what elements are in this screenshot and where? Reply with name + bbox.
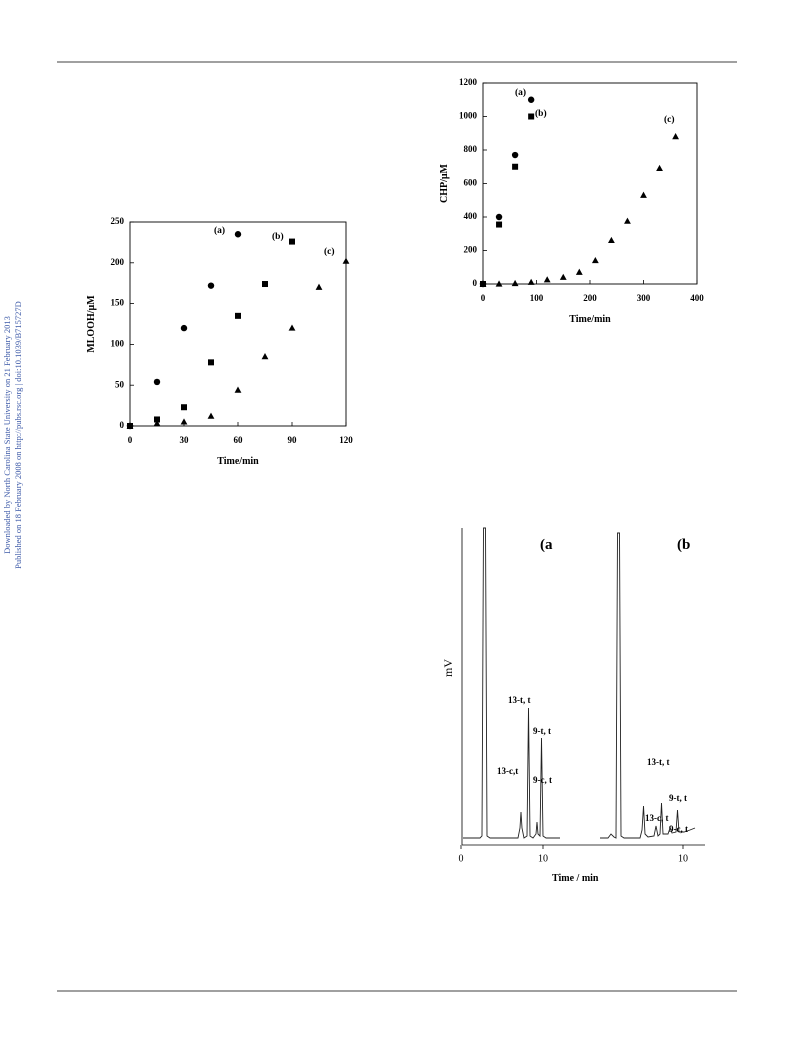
x-tick-label: 30 — [180, 435, 190, 445]
sidebar-published: Published on 18 February 2008 on http://… — [13, 301, 23, 569]
x-tick-label: 200 — [583, 293, 597, 303]
y-tick-label: 400 — [464, 211, 478, 221]
chrom-tick-label: 10 — [538, 853, 548, 864]
chart: 0 30 60 90 120 0 50 100 150 200 250 Time/min MLOOH/μ… — [86, 216, 353, 467]
point — [511, 279, 519, 287]
point — [181, 404, 187, 411]
y-axis-label: CHP/μM — [439, 163, 450, 203]
point — [672, 133, 679, 140]
point — [496, 221, 503, 228]
y-tick-label: 0 — [473, 278, 478, 288]
point — [261, 353, 269, 360]
x-axis-label: Time/min — [569, 314, 611, 325]
point — [608, 236, 615, 244]
y-tick-label: 600 — [464, 178, 478, 188]
x-tick-label: 300 — [637, 293, 651, 303]
point — [207, 412, 215, 419]
point — [511, 151, 519, 159]
chrom-tick-label: 10 — [678, 853, 688, 864]
peak-label: 13-t, t — [647, 757, 670, 767]
series-label: (a) — [214, 225, 225, 236]
point — [207, 282, 215, 289]
point — [153, 419, 161, 427]
y-tick-label: 250 — [111, 216, 125, 226]
peak-label: 9-t, t — [533, 726, 551, 736]
point — [234, 386, 242, 393]
point — [528, 113, 535, 120]
y-tick-label: 1000 — [459, 111, 478, 121]
point — [591, 256, 599, 264]
y-tick-label: 200 — [111, 257, 125, 267]
chrom-x-label: Time / min — [552, 873, 599, 884]
point — [235, 312, 241, 319]
point — [624, 217, 631, 224]
peak-label: 9-c, t — [533, 775, 552, 785]
y-tick-label: 200 — [464, 245, 478, 255]
y-tick-label: 1200 — [459, 77, 478, 87]
plot-frame — [129, 221, 347, 427]
point — [640, 191, 647, 198]
x-tick-label: 100 — [530, 293, 544, 303]
point — [512, 163, 519, 170]
panel-label: (a — [540, 537, 553, 553]
point — [559, 273, 567, 280]
chromatogram: Time / min mV 0 10 10 (a (b 13-t, t 9-t,… — [441, 527, 705, 884]
point — [180, 324, 188, 332]
point — [154, 416, 160, 423]
y-tick-label: 100 — [111, 338, 125, 348]
y-tick-label: 50 — [115, 379, 125, 389]
point — [543, 276, 551, 283]
sidebar-download: Downloaded by North Carolina State Unive… — [2, 316, 12, 554]
point — [288, 324, 296, 331]
x-tick-label: 0 — [481, 293, 486, 303]
chrom-trace-a — [463, 527, 560, 839]
point — [575, 268, 583, 275]
point — [180, 418, 188, 425]
point — [234, 231, 242, 238]
point — [208, 359, 214, 366]
point — [527, 278, 535, 285]
x-tick-label: 90 — [288, 435, 298, 445]
y-tick-label: 800 — [464, 144, 478, 154]
chrom-trace-b — [600, 532, 696, 839]
chrom-y-label: mV — [441, 659, 455, 677]
x-tick-label: 0 — [128, 435, 133, 445]
chrom-tick-label: 0 — [459, 853, 464, 864]
point — [479, 280, 487, 287]
series-label: (b) — [272, 231, 284, 242]
y-tick-label: 150 — [111, 298, 125, 308]
series-label: (a) — [515, 87, 526, 98]
point — [495, 280, 503, 287]
series-label: (b) — [535, 108, 547, 119]
point — [315, 283, 323, 290]
point — [153, 378, 161, 386]
plot-frame — [482, 82, 698, 285]
point — [495, 213, 503, 221]
peak-label: 13-t, t — [508, 695, 531, 705]
point — [262, 281, 268, 288]
x-tick-label: 60 — [234, 435, 244, 445]
point — [289, 238, 295, 245]
series-label: (c) — [324, 246, 335, 257]
y-axis-label: MLOOH/μM — [86, 295, 97, 353]
x-tick-label: 120 — [339, 435, 353, 445]
chart: 0 100 200 300 400 0 200 400 600 800 1000 1200 Time/m… — [439, 77, 704, 325]
peak-label: 13-c, t — [645, 813, 669, 823]
y-tick-label: 0 — [120, 420, 125, 430]
point — [656, 164, 663, 172]
point — [342, 257, 350, 264]
peak-label: 9-t, t — [669, 793, 687, 803]
point — [126, 422, 134, 429]
x-tick-label: 400 — [690, 293, 704, 303]
panel-label: (b — [677, 537, 690, 553]
series-label: (c) — [664, 114, 675, 125]
point — [527, 96, 535, 103]
x-axis-label: Time/min — [217, 456, 259, 467]
peak-label: 9-c, t — [669, 824, 688, 834]
peak-label: 13-c,t — [497, 766, 518, 776]
